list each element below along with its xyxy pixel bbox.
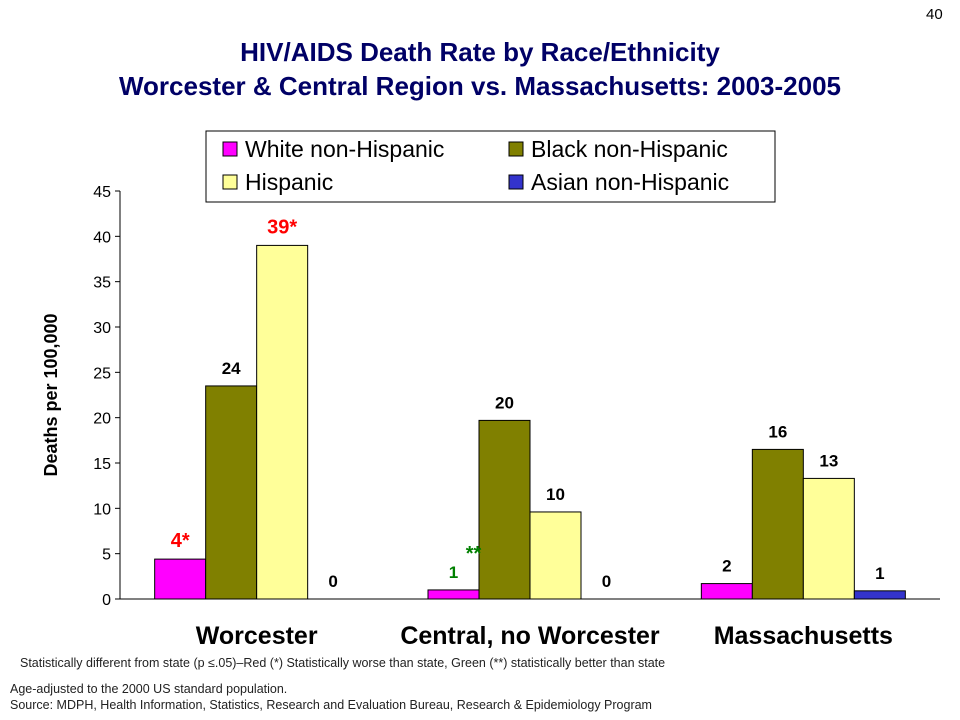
x-category-label: Massachusetts: [714, 622, 893, 650]
legend-label: Black non-Hispanic: [531, 136, 728, 162]
data-label: 2: [722, 557, 731, 576]
legend-swatch: [508, 174, 524, 190]
data-label: 4*: [171, 530, 190, 552]
y-tick-label: 40: [93, 229, 111, 246]
data-label: 24: [222, 359, 241, 378]
legend-label: Asian non-Hispanic: [531, 169, 729, 195]
y-tick-label: 30: [93, 320, 111, 337]
bar: [751, 448, 804, 600]
bar: [700, 583, 753, 600]
legend-label: Hispanic: [245, 169, 333, 195]
y-axis-label: Deaths per 100,000: [41, 313, 61, 476]
slide-number: 40: [926, 6, 943, 23]
significance-note: Statistically different from state (p ≤.…: [20, 656, 666, 670]
y-tick-label: 35: [93, 275, 111, 292]
data-label: 0: [328, 572, 337, 591]
chart-title-line-2: Worcester & Central Region vs. Massachus…: [118, 71, 842, 101]
age-adjusted-note: Age-adjusted to the 2000 US standard pop…: [10, 682, 288, 696]
x-category-label: Worcester: [196, 622, 318, 650]
chart-title-line-1: HIV/AIDS Death Rate by Race/Ethnicity: [240, 37, 720, 67]
data-label: 1: [449, 563, 458, 582]
legend-swatch: [222, 141, 238, 157]
y-tick-label: 25: [93, 365, 111, 382]
bar: [256, 244, 309, 600]
legend-swatch: [508, 141, 524, 157]
bar: [802, 477, 855, 600]
bar: [529, 511, 582, 600]
y-tick-label: 10: [93, 501, 111, 518]
bar: [205, 385, 258, 600]
source-note: Source: MDPH, Health Information, Statis…: [10, 698, 652, 712]
bar: [427, 589, 480, 600]
data-label: 39*: [267, 216, 297, 238]
data-label: 13: [819, 451, 838, 470]
y-tick-label: 20: [93, 411, 111, 428]
data-label: 0: [602, 572, 611, 591]
legend-box: [205, 130, 776, 203]
legend-label: White non-Hispanic: [245, 136, 444, 162]
bar: [478, 419, 531, 600]
data-label: 10: [546, 485, 565, 504]
bar: [853, 590, 906, 600]
legend-swatch: [222, 174, 238, 190]
data-label: 1: [875, 564, 884, 583]
y-tick-label: 5: [102, 547, 111, 564]
significance-annotation: **: [466, 543, 482, 565]
y-tick-label: 15: [93, 456, 111, 473]
data-label: 20: [495, 393, 514, 412]
y-tick-label: 0: [102, 592, 111, 609]
bar: [154, 558, 207, 600]
x-category-label: Central, no Worcester: [400, 622, 660, 650]
y-tick-label: 45: [93, 184, 111, 201]
data-label: 16: [768, 422, 787, 441]
